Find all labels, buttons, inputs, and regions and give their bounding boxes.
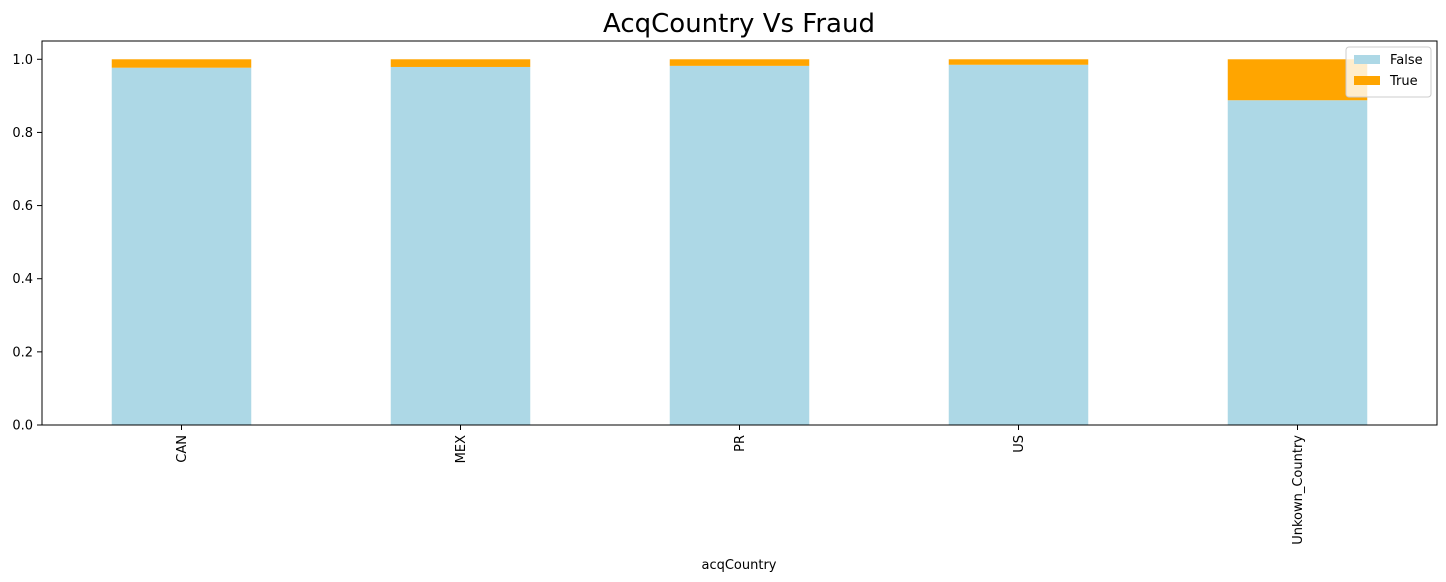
bars-layer <box>111 59 1368 426</box>
bar-true-mex <box>390 59 531 67</box>
x-tick-label: MEX <box>454 435 469 463</box>
legend-swatch-true <box>1354 76 1380 85</box>
legend-swatch-false <box>1354 55 1380 64</box>
bar-true-us <box>948 59 1089 65</box>
x-axis-label: acqCountry <box>701 558 776 573</box>
bar-true-unkown_country <box>1227 59 1368 101</box>
legend-label-false: False <box>1390 53 1423 68</box>
x-tick-label: PR <box>733 435 748 452</box>
bar-true-can <box>111 59 252 68</box>
bar-false-can <box>111 67 252 425</box>
y-tick-label: 0.2 <box>12 345 33 360</box>
bar-false-pr <box>669 65 810 426</box>
x-axis: CAN MEX PR US Unkown_Country <box>175 425 1306 545</box>
bar-false-us <box>948 64 1089 426</box>
bar-false-unkown_country <box>1227 100 1368 425</box>
bar-false-mex <box>390 66 531 426</box>
chart-title: AcqCountry Vs Fraud <box>603 9 875 39</box>
y-axis: 0.0 0.2 0.4 0.6 0.8 1.0 <box>12 53 42 434</box>
legend-label-true: True <box>1389 74 1418 89</box>
y-tick-label: 0.0 <box>12 419 33 434</box>
bar-true-pr <box>669 59 810 66</box>
plot-frame <box>41 40 1438 426</box>
y-tick-label: 0.8 <box>12 126 33 141</box>
y-tick-label: 0.6 <box>12 199 33 214</box>
y-tick-label: 0.4 <box>12 272 33 287</box>
x-tick-label: Unkown_Country <box>1291 435 1306 545</box>
legend: False True <box>1345 46 1432 98</box>
y-tick-label: 1.0 <box>12 53 33 68</box>
x-tick-label: US <box>1012 435 1027 453</box>
x-tick-label: CAN <box>175 435 190 463</box>
